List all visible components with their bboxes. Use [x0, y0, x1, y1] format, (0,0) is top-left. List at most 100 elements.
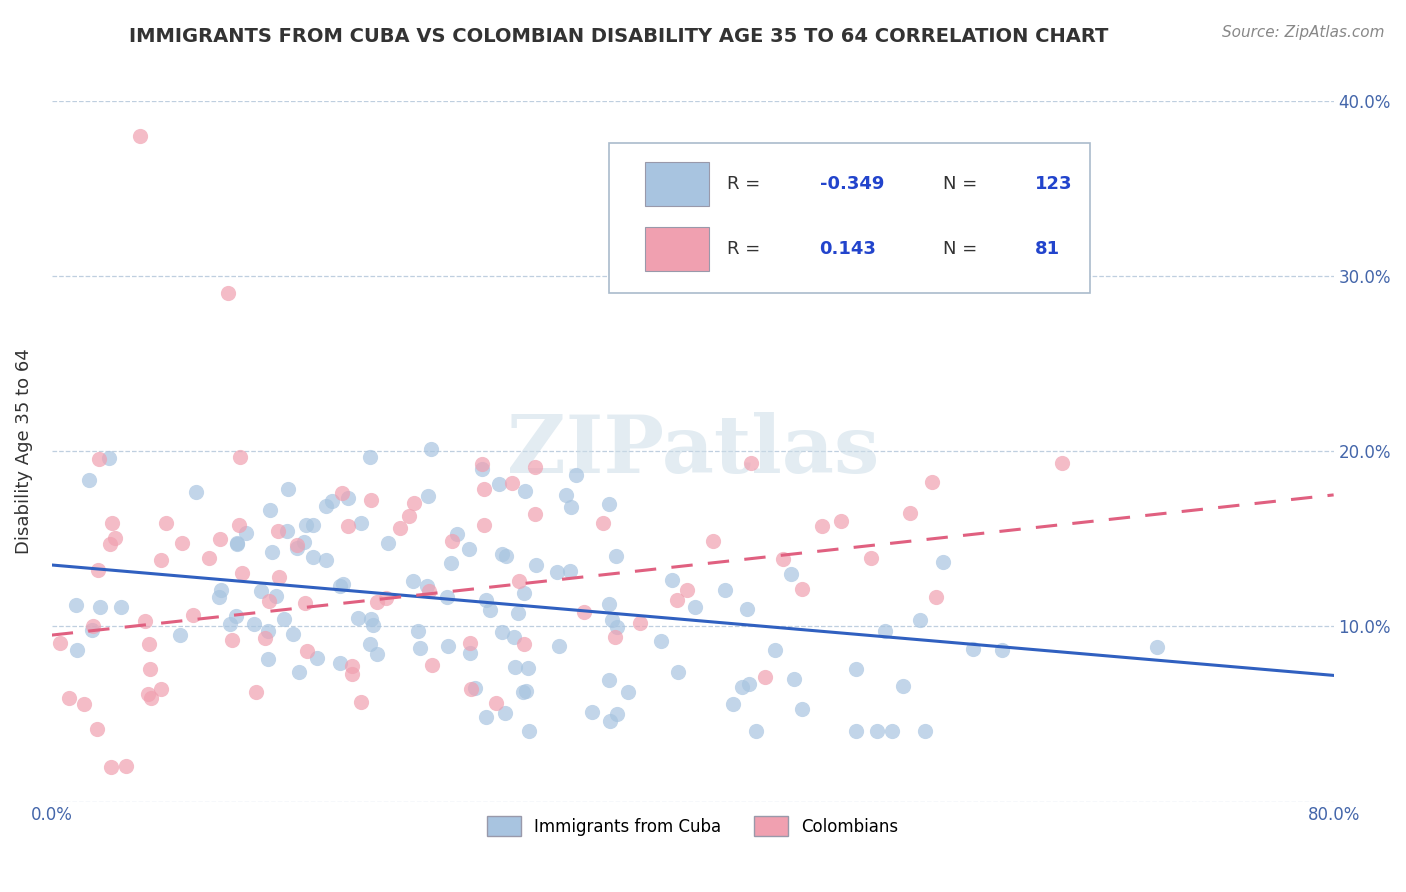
- Point: [512, 685, 534, 699]
- Point: [440, 556, 463, 570]
- Text: R =: R =: [727, 240, 761, 258]
- Point: [599, 714, 621, 728]
- Point: [866, 724, 889, 739]
- Point: [229, 450, 252, 464]
- Point: [740, 456, 762, 470]
- Point: [329, 657, 352, 671]
- Point: [737, 602, 759, 616]
- Point: [471, 458, 494, 472]
- Text: ZIPatlas: ZIPatlas: [506, 412, 879, 490]
- Point: [346, 611, 368, 625]
- Point: [273, 611, 295, 625]
- Point: [262, 545, 284, 559]
- Point: [208, 532, 231, 546]
- Point: [65, 598, 87, 612]
- Point: [792, 582, 814, 596]
- Point: [491, 625, 513, 640]
- Bar: [645, 227, 710, 271]
- Point: [515, 483, 537, 498]
- Point: [991, 643, 1014, 657]
- Point: [460, 681, 482, 696]
- Point: [225, 536, 247, 550]
- Point: [882, 724, 904, 739]
- Point: [754, 670, 776, 684]
- Point: [98, 537, 121, 551]
- Point: [508, 574, 530, 589]
- Text: N =: N =: [942, 240, 977, 258]
- Point: [249, 584, 271, 599]
- Point: [155, 516, 177, 531]
- Point: [506, 607, 529, 621]
- Point: [277, 483, 299, 497]
- Point: [366, 595, 388, 609]
- Point: [513, 586, 536, 600]
- Point: [77, 474, 100, 488]
- Point: [409, 640, 432, 655]
- Point: [475, 710, 498, 724]
- Point: [630, 615, 652, 630]
- Point: [359, 637, 381, 651]
- Point: [209, 582, 232, 597]
- Point: [198, 551, 221, 566]
- Point: [340, 667, 363, 681]
- Point: [738, 677, 761, 691]
- Point: [301, 550, 323, 565]
- Point: [661, 574, 683, 588]
- Point: [134, 615, 156, 629]
- Point: [228, 517, 250, 532]
- Point: [420, 658, 443, 673]
- Point: [181, 608, 204, 623]
- Point: [471, 462, 494, 476]
- Point: [605, 630, 627, 644]
- Point: [503, 630, 526, 644]
- Point: [792, 702, 814, 716]
- Point: [1146, 640, 1168, 654]
- Point: [267, 524, 290, 538]
- Point: [547, 640, 569, 654]
- Point: [65, 642, 87, 657]
- Point: [524, 459, 547, 474]
- Point: [592, 516, 614, 530]
- Point: [516, 660, 538, 674]
- Point: [295, 644, 318, 658]
- Point: [281, 626, 304, 640]
- Point: [254, 631, 277, 645]
- Point: [458, 636, 481, 650]
- Point: [58, 691, 80, 706]
- Text: Source: ZipAtlas.com: Source: ZipAtlas.com: [1222, 25, 1385, 40]
- Point: [1050, 456, 1073, 470]
- Point: [276, 524, 298, 538]
- Point: [416, 579, 439, 593]
- Point: [914, 724, 936, 739]
- FancyBboxPatch shape: [609, 143, 1090, 293]
- Legend: Immigrants from Cuba, Colombians: Immigrants from Cuba, Colombians: [481, 810, 905, 842]
- Text: 0.143: 0.143: [820, 240, 876, 258]
- Point: [301, 518, 323, 533]
- Point: [772, 551, 794, 566]
- Point: [245, 685, 267, 699]
- Text: 81: 81: [1035, 240, 1060, 258]
- Point: [264, 589, 287, 603]
- Point: [406, 624, 429, 638]
- Point: [491, 547, 513, 561]
- Point: [731, 680, 754, 694]
- Point: [360, 493, 382, 508]
- Point: [932, 555, 955, 569]
- Point: [285, 541, 308, 555]
- Point: [49, 636, 72, 650]
- Point: [606, 707, 628, 722]
- Point: [503, 659, 526, 673]
- Point: [100, 516, 122, 531]
- Point: [440, 534, 463, 549]
- Point: [115, 759, 138, 773]
- Text: N =: N =: [942, 175, 977, 193]
- Point: [295, 518, 318, 533]
- Point: [259, 502, 281, 516]
- Point: [360, 612, 382, 626]
- Point: [478, 603, 501, 617]
- Point: [288, 665, 311, 680]
- Point: [598, 673, 620, 687]
- Point: [665, 593, 688, 607]
- Point: [617, 685, 640, 699]
- Point: [73, 697, 96, 711]
